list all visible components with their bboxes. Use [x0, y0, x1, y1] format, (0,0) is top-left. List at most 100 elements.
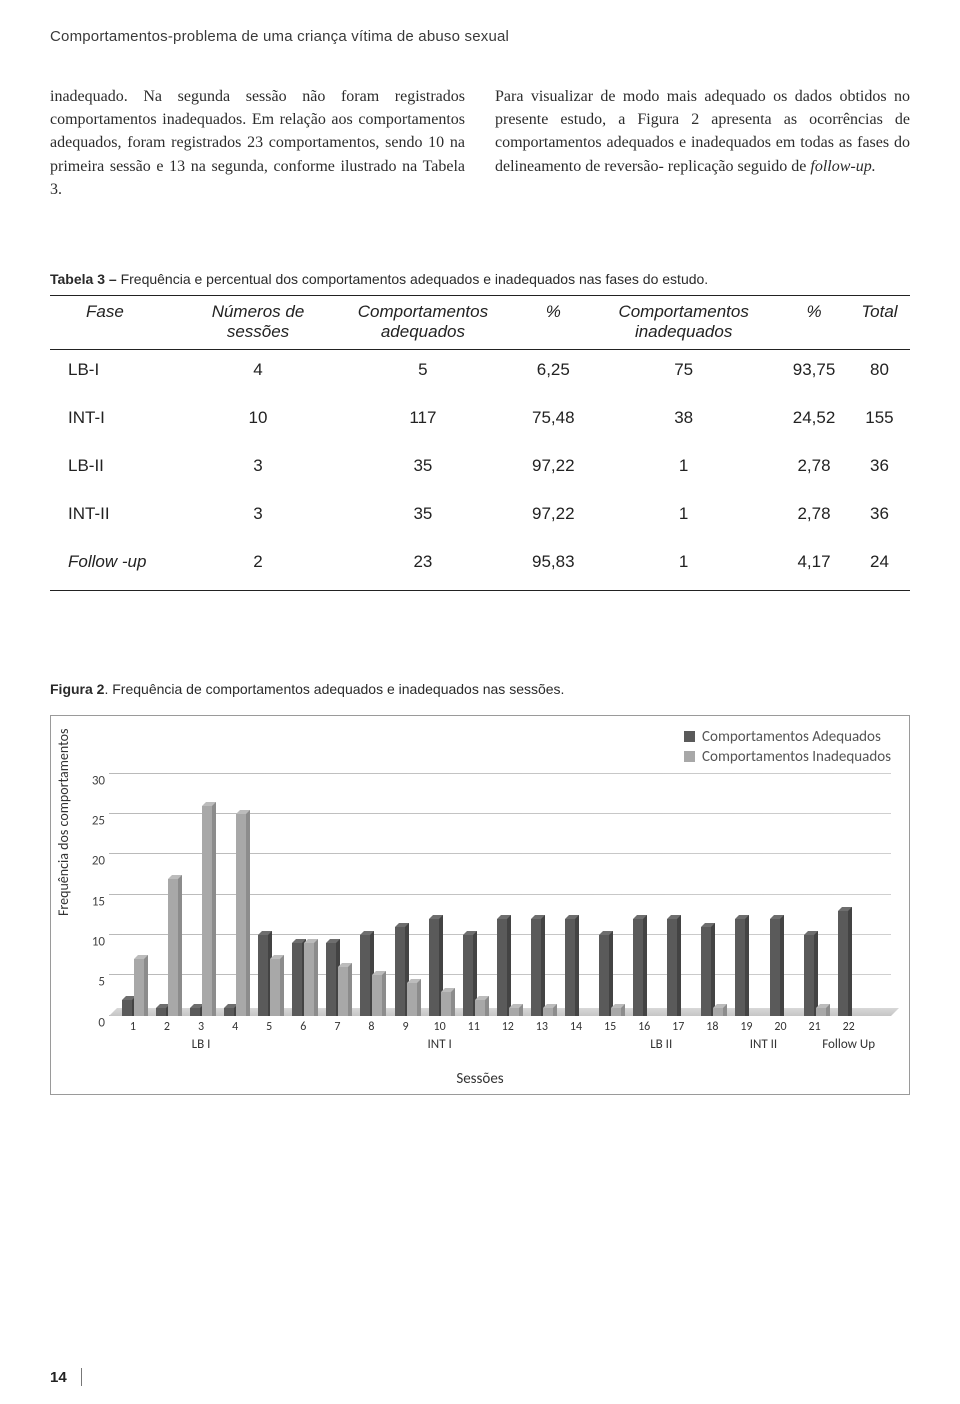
table-cell: 2,78	[779, 446, 849, 494]
table-caption-bold: Tabela 3 –	[50, 271, 121, 287]
x-group-label: LB II	[650, 1037, 672, 1052]
table-cell: 5	[327, 349, 518, 398]
table-cell: 1	[588, 446, 779, 494]
table-cell: LB-II	[50, 446, 189, 494]
bar-inadequate	[543, 1008, 553, 1016]
bar-adequate	[667, 919, 677, 1016]
chart-y-axis-label: Frequência dos comportamentos	[55, 728, 72, 916]
table-header-cell: Números desessões	[189, 295, 328, 349]
table-cell: 75	[588, 349, 779, 398]
table-header-cell: Fase	[50, 295, 189, 349]
grid-line	[109, 813, 891, 814]
bar-adequate	[565, 919, 575, 1016]
table-cell: 93,75	[779, 349, 849, 398]
bar-inadequate	[475, 1000, 485, 1016]
x-group-label: LB I	[192, 1037, 211, 1052]
table-header-cell: Total	[849, 295, 910, 349]
table-cell: 10	[189, 398, 328, 446]
y-tick-label: 20	[83, 854, 105, 869]
bar-inadequate	[338, 967, 348, 1015]
y-tick-label: 30	[83, 773, 105, 788]
bar-inadequate	[168, 879, 178, 1016]
x-tick-label: 17	[672, 1020, 684, 1034]
page-number-value: 14	[50, 1369, 67, 1386]
x-tick-label: 3	[198, 1020, 204, 1034]
bar-inadequate	[134, 959, 144, 1015]
x-tick-label: 6	[300, 1020, 306, 1034]
table-row: Follow -up22395,8314,1724	[50, 542, 910, 591]
table-row: LB-I456,257593,7580	[50, 349, 910, 398]
bar-adequate	[429, 919, 439, 1016]
legend-label: Comportamentos Inadequados	[702, 748, 891, 766]
table-cell: 2	[189, 542, 328, 591]
table-cell: 2,78	[779, 494, 849, 542]
table-cell: 1	[588, 542, 779, 591]
x-tick-label: 5	[266, 1020, 272, 1034]
y-tick-label: 10	[83, 935, 105, 950]
bar-adequate	[190, 1008, 200, 1016]
table-body: LB-I456,257593,7580INT-I1011775,483824,5…	[50, 349, 910, 590]
bar-adequate	[701, 927, 711, 1016]
x-tick-label: 2	[164, 1020, 170, 1034]
bar-inadequate	[270, 959, 280, 1015]
x-tick-label: 4	[232, 1020, 238, 1034]
bar-adequate	[735, 919, 745, 1016]
x-tick-label: 18	[706, 1020, 718, 1034]
y-tick-label: 0	[83, 1015, 105, 1030]
table-cell: 24	[849, 542, 910, 591]
table-cell: 35	[327, 494, 518, 542]
bar-adequate	[292, 943, 302, 1016]
legend-swatch	[684, 731, 695, 742]
bar-inadequate	[202, 806, 212, 1016]
table-header-cell: %	[518, 295, 588, 349]
body-columns: inadequado. Na segunda sessão não foram …	[50, 85, 910, 201]
page-number: 14	[50, 1368, 82, 1386]
table-cell: LB-I	[50, 349, 189, 398]
y-tick-label: 25	[83, 814, 105, 829]
running-title: Comportamentos-problema de uma criança v…	[50, 28, 910, 45]
y-tick-label: 5	[83, 975, 105, 990]
bar-adequate	[326, 943, 336, 1016]
table-header-cell: Comportamentosadequados	[327, 295, 518, 349]
figure-caption-bold: Figura 2	[50, 681, 104, 697]
table-cell: 117	[327, 398, 518, 446]
page-number-divider	[81, 1368, 82, 1386]
table-cell: 1	[588, 494, 779, 542]
bar-adequate	[122, 1000, 132, 1016]
figure-2-chart: Comportamentos AdequadosComportamentos I…	[50, 715, 910, 1095]
table-row: LB-II33597,2212,7836	[50, 446, 910, 494]
figure-caption: Figura 2. Frequência de comportamentos a…	[50, 681, 910, 697]
bar-adequate	[838, 911, 848, 1016]
table-cell: 75,48	[518, 398, 588, 446]
chart-plot-area: 0510152025301234567891011121314151617181…	[109, 776, 891, 1016]
table-cell: 6,25	[518, 349, 588, 398]
table-cell: 36	[849, 446, 910, 494]
x-tick-label: 8	[368, 1020, 374, 1034]
table-cell: 3	[189, 446, 328, 494]
figure-caption-rest: . Frequência de comportamentos adequados…	[104, 681, 564, 697]
bar-inadequate	[372, 975, 382, 1015]
chart-legend: Comportamentos AdequadosComportamentos I…	[684, 728, 891, 768]
table-cell: 3	[189, 494, 328, 542]
table-cell: 97,22	[518, 446, 588, 494]
x-tick-label: 21	[809, 1020, 821, 1034]
bar-adequate	[360, 935, 370, 1016]
bar-adequate	[224, 1008, 234, 1016]
x-tick-label: 12	[502, 1020, 514, 1034]
bar-adequate	[463, 935, 473, 1016]
bar-adequate	[258, 935, 268, 1016]
grid-line	[109, 894, 891, 895]
x-tick-label: 20	[774, 1020, 786, 1034]
table-cell: 24,52	[779, 398, 849, 446]
bar-inadequate	[509, 1008, 519, 1016]
bar-adequate	[531, 919, 541, 1016]
table-row: INT-I1011775,483824,52155	[50, 398, 910, 446]
table-cell: 35	[327, 446, 518, 494]
bar-adequate	[804, 935, 814, 1016]
x-group-label: INT I	[428, 1037, 452, 1052]
table-cell: 97,22	[518, 494, 588, 542]
legend-item: Comportamentos Inadequados	[684, 748, 891, 766]
bar-adequate	[156, 1008, 166, 1016]
x-tick-label: 10	[434, 1020, 446, 1034]
table-cell: 95,83	[518, 542, 588, 591]
